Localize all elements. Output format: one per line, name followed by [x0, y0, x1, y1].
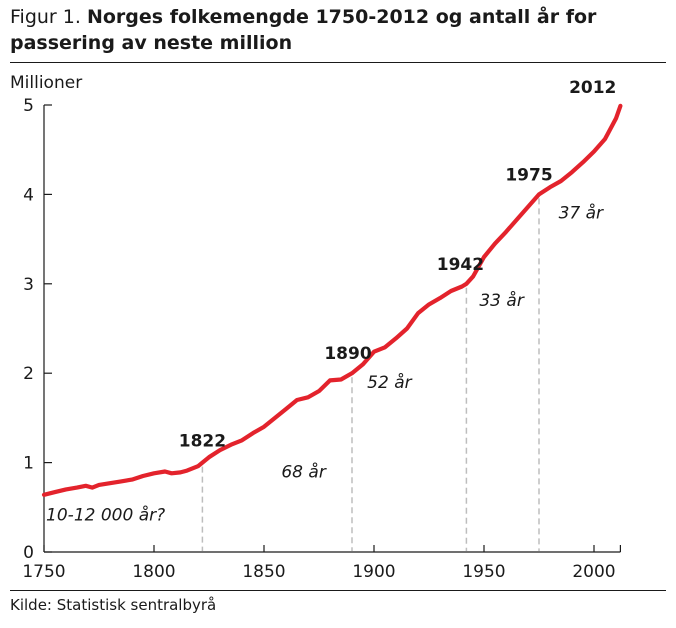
y-axis-label: Millioner: [10, 73, 82, 93]
chart-title: Figur 1. Norges folkemengde 1750-2012 og…: [10, 4, 665, 56]
top-rule: [10, 62, 666, 63]
milestone-year-label: 1942: [437, 255, 484, 275]
x-tick-label: 1750: [22, 562, 65, 582]
milestone-year-label: 1975: [505, 165, 552, 185]
milestone-year-label: 1890: [324, 344, 371, 364]
title-main: Norges folkemengde 1750-2012 og antall å…: [10, 6, 597, 54]
x-tick-label: 2000: [572, 562, 615, 582]
y-tick-label: 3: [23, 275, 34, 295]
source-note: Kilde: Statistisk sentralbyrå: [10, 596, 217, 614]
milestone-duration-label: 37 år: [559, 202, 604, 223]
milestone-year-label: 2012: [569, 78, 616, 98]
milestone-duration-label: 68 år: [281, 462, 326, 483]
title-prefix: Figur 1.: [10, 6, 81, 28]
y-tick-label: 0: [23, 543, 34, 563]
y-tick-label: 1: [23, 454, 34, 474]
milestone-duration-label: 52 år: [367, 372, 412, 393]
milestone-duration-label: 33 år: [479, 290, 524, 311]
x-tick-label: 1950: [462, 562, 505, 582]
x-tick-label: 1800: [132, 562, 175, 582]
initial-duration-label: 10-12 000 år?: [46, 504, 165, 525]
x-tick-label: 1900: [352, 562, 395, 582]
y-tick-label: 5: [23, 96, 34, 116]
y-tick-label: 4: [23, 185, 34, 205]
x-tick-label: 1850: [242, 562, 285, 582]
milestone-year-label: 1822: [179, 432, 226, 452]
bottom-rule: [10, 590, 666, 591]
y-tick-label: 2: [23, 364, 34, 384]
population-line: [41, 103, 623, 497]
